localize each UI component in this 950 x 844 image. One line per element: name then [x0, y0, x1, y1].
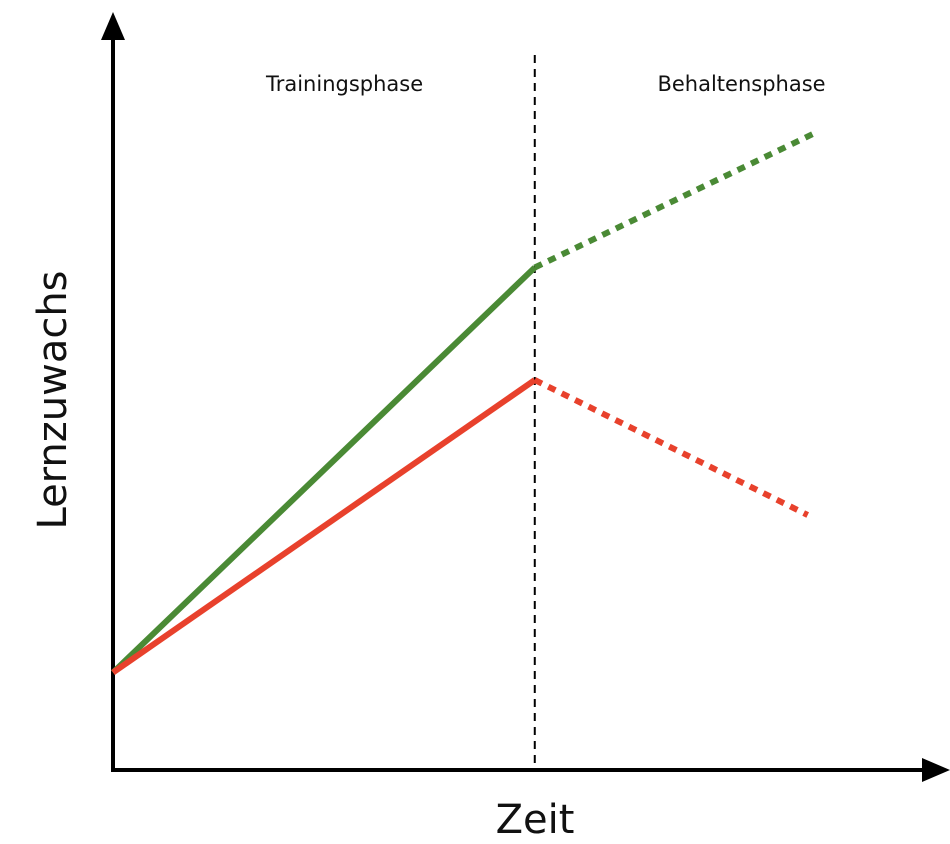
line-series [110, 265, 537, 675]
x-axis-arrow [922, 758, 950, 782]
x-axis-label: Zeit [496, 797, 575, 843]
phase-label: Trainingsphase [265, 72, 423, 96]
y-axis-label: Lernzuwachs [30, 270, 76, 529]
line-series [111, 377, 537, 675]
phase-label: Behaltensphase [657, 72, 825, 96]
y-axis-arrow [101, 12, 125, 40]
line-series [533, 377, 810, 518]
line-series [533, 129, 818, 271]
